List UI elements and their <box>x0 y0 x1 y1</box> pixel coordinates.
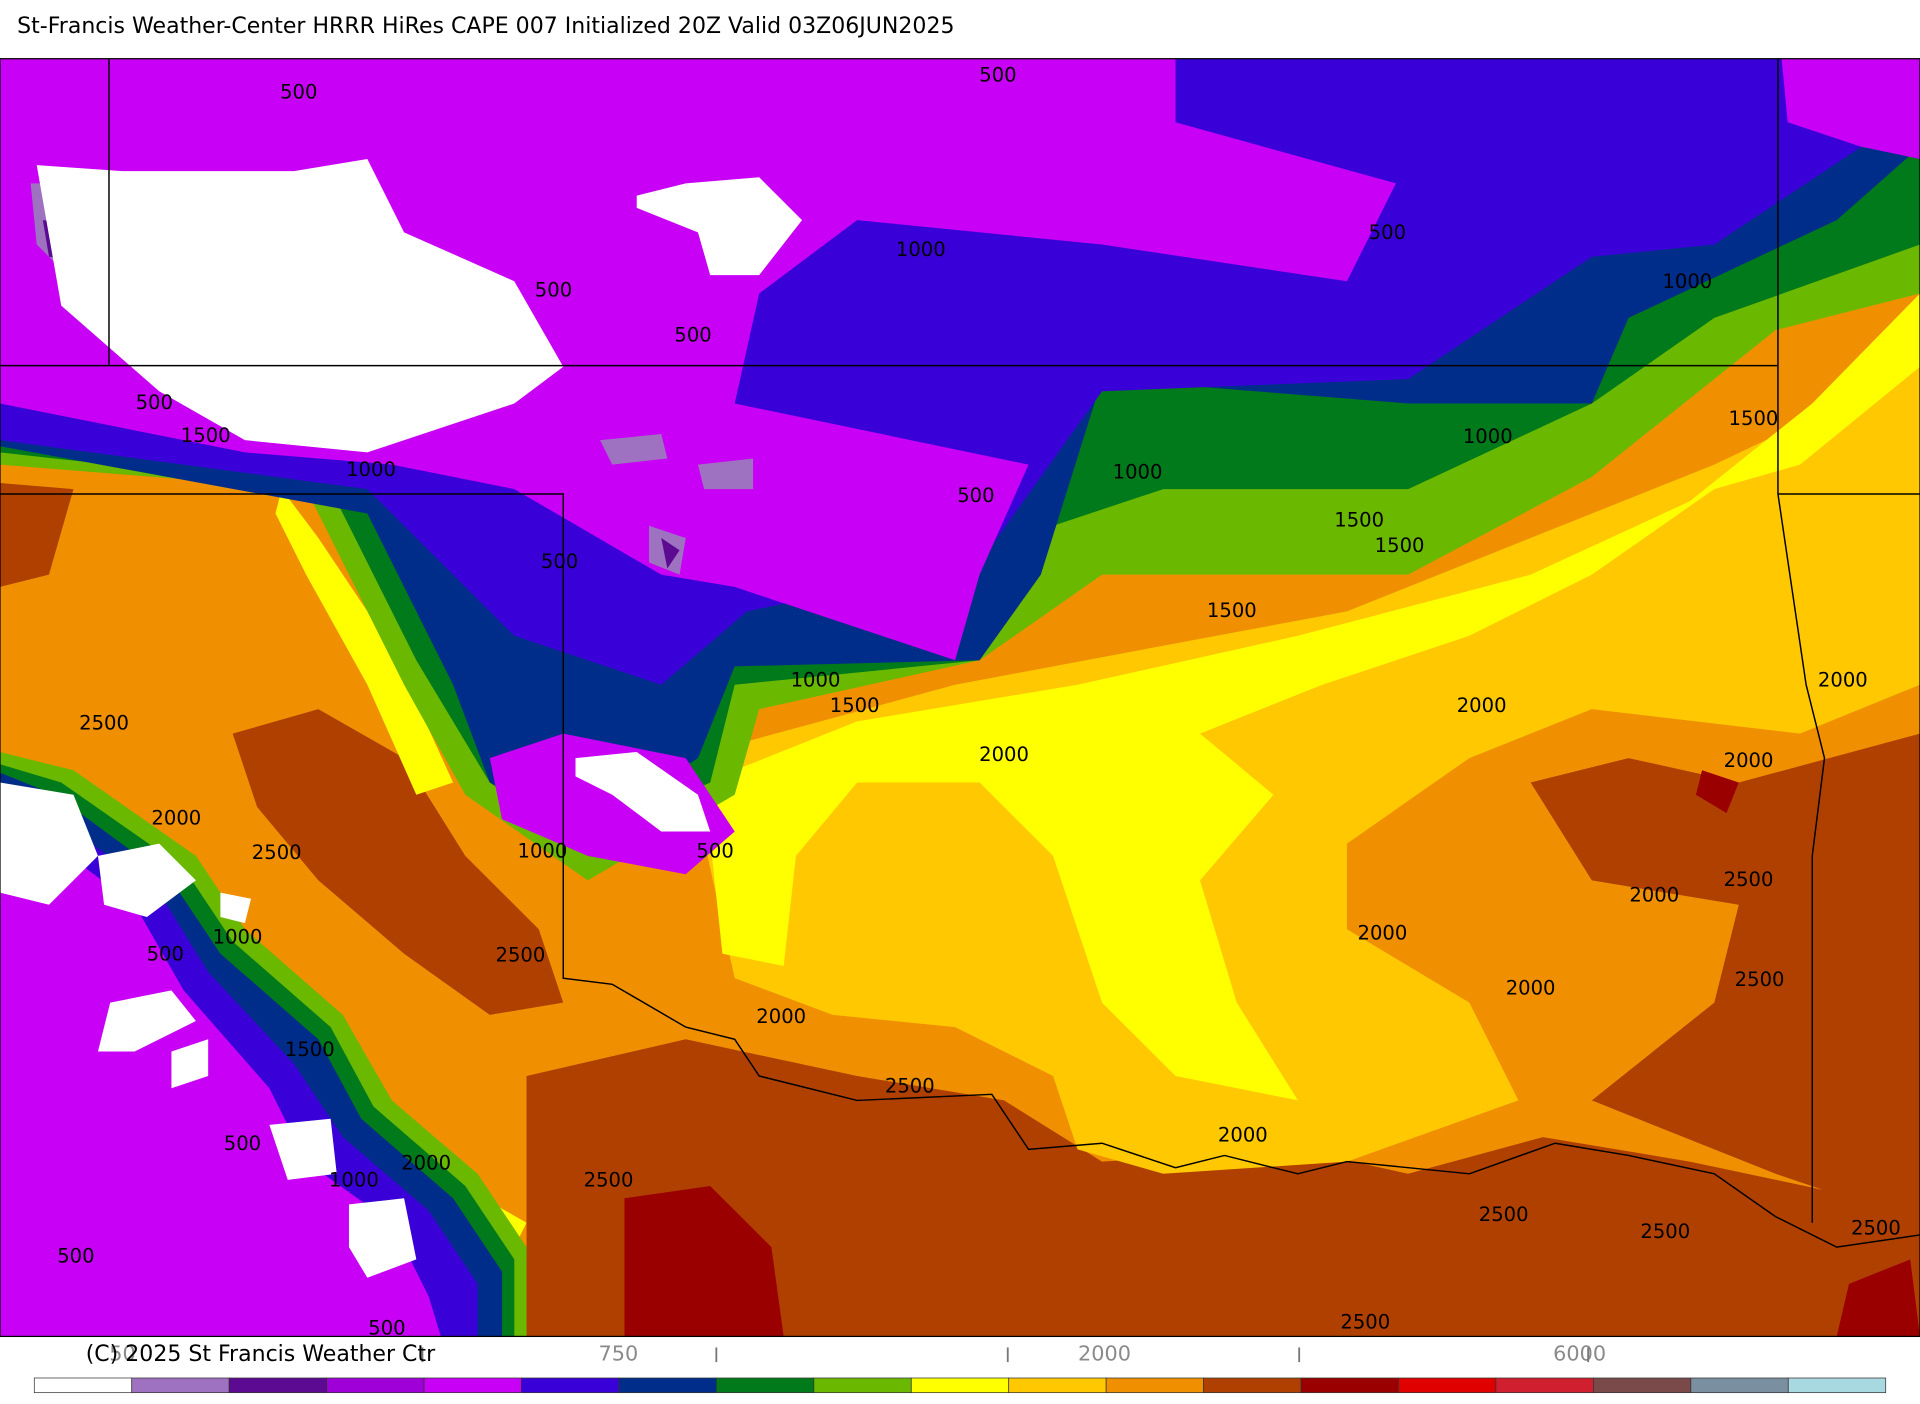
colorbar-swatch <box>1300 1377 1399 1394</box>
colorbar-swatch <box>1690 1377 1789 1394</box>
colorbar-swatch <box>1203 1377 1302 1394</box>
contour-label: 2500 <box>1640 1220 1690 1243</box>
colorbar-swatch <box>326 1377 425 1394</box>
colorbar-label: 2000 <box>1078 1342 1131 1366</box>
field-white <box>0 158 803 1278</box>
field-yellow <box>208 293 1920 1248</box>
contour-label: 2500 <box>1479 1203 1529 1226</box>
colorbar-swatch <box>1593 1377 1692 1394</box>
contour-label: 500 <box>979 63 1016 86</box>
colorbar-swatch <box>716 1377 815 1394</box>
colorbar-label: 750 <box>599 1342 639 1366</box>
colorbar-swatch <box>910 1377 1010 1394</box>
contour-label: 500 <box>957 484 994 507</box>
contour-label: 500 <box>696 840 733 863</box>
map-frame <box>0 58 1920 1338</box>
contour-label: 1000 <box>329 1169 379 1192</box>
contour-label: 2500 <box>495 944 545 967</box>
contour-label: 2500 <box>1340 1310 1390 1333</box>
contour-label: 1500 <box>181 424 231 447</box>
contour-label: 1500 <box>1375 534 1425 557</box>
contour-label: 500 <box>147 942 184 965</box>
contour-label: 2000 <box>1358 922 1408 945</box>
colorbar-swatch <box>813 1377 912 1394</box>
field-brown <box>0 482 1920 1337</box>
colorbar-swatch <box>618 1377 717 1394</box>
contour-label: 2500 <box>1724 868 1774 891</box>
contour-label: 1000 <box>1113 461 1163 484</box>
contour-label: 2500 <box>79 711 129 734</box>
contour-label: 500 <box>224 1132 261 1155</box>
contour-label: 500 <box>541 550 578 573</box>
colorbar-swatch <box>1105 1377 1204 1394</box>
map-title: St-Francis Weather-Center HRRR HiRes CAP… <box>17 14 954 39</box>
contour-label: 2000 <box>1724 749 1774 772</box>
contour-label: 1500 <box>1334 508 1384 531</box>
colorbar-swatch <box>521 1377 620 1394</box>
field-gold <box>685 366 1920 1174</box>
field-darkred <box>624 770 1920 1337</box>
contour-label: 500 <box>368 1317 405 1340</box>
state-borders <box>0 58 1920 1248</box>
contour-label: 1000 <box>1463 425 1513 448</box>
contour-label: 2000 <box>151 807 201 830</box>
cape-field <box>0 58 1920 1337</box>
contour-label: 2500 <box>1851 1216 1901 1239</box>
colorbar: 50 750 2000 6000 <box>33 1342 1887 1394</box>
colorbar-swatch <box>423 1377 522 1394</box>
colorbar-swatch <box>1398 1377 1497 1394</box>
contour-label: 2000 <box>1629 884 1679 907</box>
contour-label: 1500 <box>285 1038 335 1061</box>
colorbar-swatch <box>1495 1377 1594 1394</box>
colorbar-swatch <box>228 1377 327 1394</box>
contour-label: 2000 <box>1818 669 1868 692</box>
contour-label: 500 <box>280 80 317 103</box>
colorbar-swatch <box>1787 1377 1887 1394</box>
colorbar-label: 6000 <box>1553 1342 1606 1366</box>
contour-label: 2500 <box>885 1074 935 1097</box>
contour-label: 500 <box>136 391 173 414</box>
contour-label: 2000 <box>1506 977 1556 1000</box>
contour-label: 1000 <box>896 238 946 261</box>
contour-label: 2000 <box>1218 1123 1268 1146</box>
copyright: (C) 2025 St Francis Weather Ctr <box>86 1342 436 1367</box>
contour-label: 1000 <box>213 925 263 948</box>
contour-label: 1000 <box>518 840 568 863</box>
contour-label: 500 <box>535 279 572 302</box>
colorbar-swatch <box>33 1377 133 1394</box>
contour-label: 500 <box>674 324 711 347</box>
contour-label: 1500 <box>830 694 880 717</box>
contour-label: 2500 <box>584 1169 634 1192</box>
colorbar-swatch <box>1008 1377 1107 1394</box>
contour-label: 500 <box>57 1244 94 1267</box>
contour-label: 2000 <box>1457 694 1507 717</box>
contour-label: 2000 <box>401 1152 451 1175</box>
contour-label: 2500 <box>1735 968 1785 991</box>
colorbar-swatch <box>131 1377 230 1394</box>
contour-label: 2500 <box>252 841 302 864</box>
contour-label: 1000 <box>791 669 841 692</box>
contour-label: 1000 <box>1662 270 1712 293</box>
contour-label: 1500 <box>1207 599 1257 622</box>
contour-label: 500 <box>1369 221 1406 244</box>
contour-label: 2000 <box>979 743 1029 766</box>
contour-label: 2000 <box>756 1005 806 1028</box>
contour-label: 1000 <box>346 458 396 481</box>
contour-label: 1500 <box>1729 407 1779 430</box>
colorbar-label: 50 <box>109 1342 135 1366</box>
